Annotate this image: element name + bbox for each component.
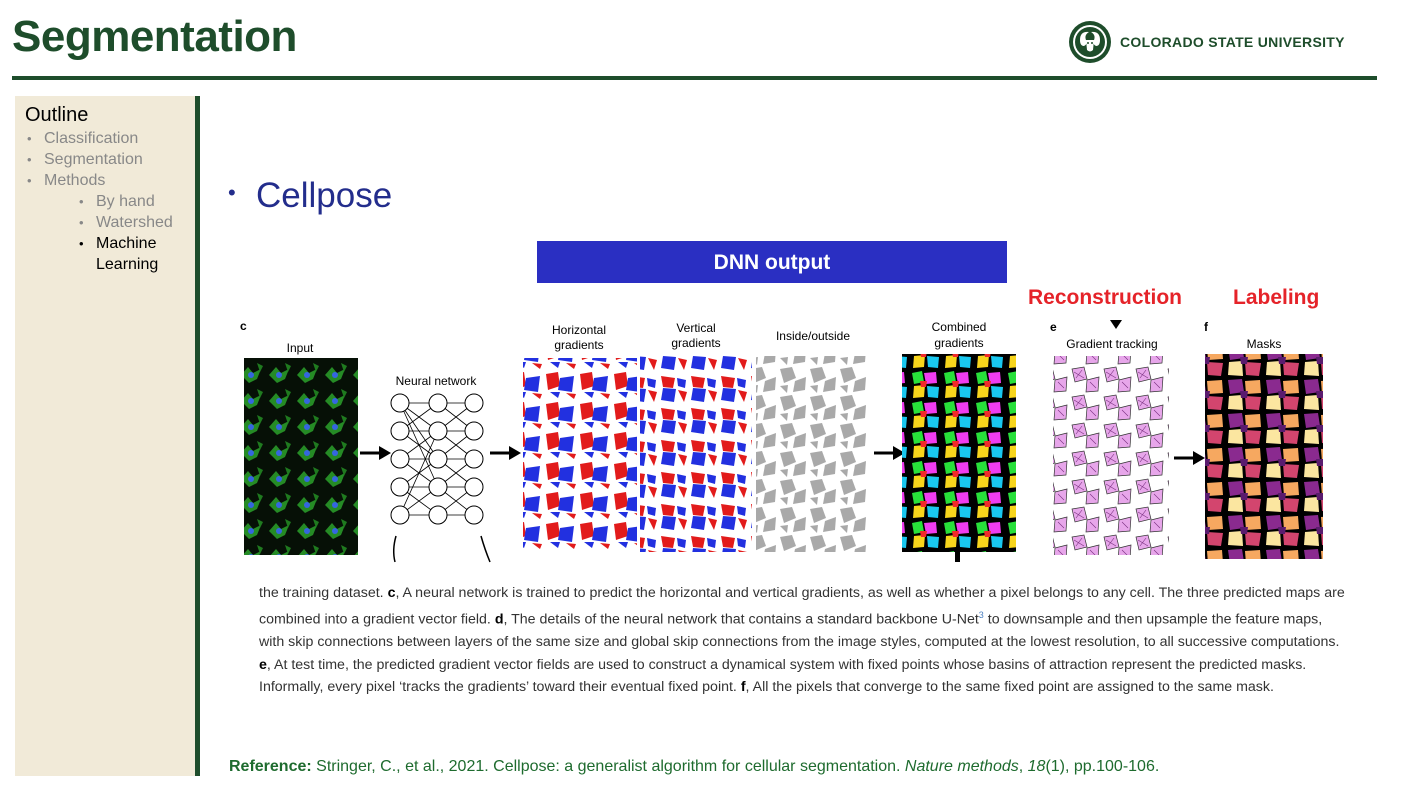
gradient-tracking-label: Gradient tracking <box>1066 337 1157 351</box>
outline-item-segmentation: Segmentation <box>25 149 195 170</box>
inside-outside-image <box>756 356 869 552</box>
vertical-label-1: Vertical <box>676 321 715 335</box>
reconstruction-label: Reconstruction <box>1028 286 1183 309</box>
vertical-label-2: gradients <box>671 336 720 350</box>
horizontal-label-2: gradients <box>554 338 603 352</box>
combined-label-2: gradients <box>934 336 983 350</box>
neural-network-diagram <box>390 393 491 563</box>
down-triangle-icon <box>1110 320 1122 329</box>
outline-item-by-hand: By hand <box>25 191 195 212</box>
combined-label-1: Combined <box>932 320 987 334</box>
inside-outside-label: Inside/outside <box>776 329 850 343</box>
vertical-gradients-image <box>640 356 752 552</box>
panel-f-label: f <box>1204 320 1209 334</box>
panel-e-label: e <box>1050 320 1057 334</box>
bullet-dot: • <box>228 179 236 205</box>
figure-caption: the training dataset. c, A neural networ… <box>259 585 1345 695</box>
reference-journal: Nature methods <box>904 758 1019 775</box>
outline-item-classification: Classification <box>25 128 195 149</box>
outline-title: Outline <box>25 104 89 126</box>
horizontal-gradients-image <box>523 358 637 552</box>
reference-label: Reference: <box>229 758 312 775</box>
outline-item-methods: Methods <box>25 170 195 191</box>
logo-text: COLORADO STATE UNIVERSITY <box>1120 34 1345 50</box>
outline-sidebar: Outline Classification Segmentation Meth… <box>15 96 200 776</box>
outline-list: Classification Segmentation Methods By h… <box>25 128 195 275</box>
neural-network-label: Neural network <box>396 374 478 388</box>
dnn-output-banner: DNN output <box>537 241 1007 283</box>
arrow-4-head <box>1193 451 1205 465</box>
cellpose-figure: c Input Neural network Horizontal gradie… <box>240 319 1323 563</box>
reference-volume: 18 <box>1027 758 1046 775</box>
input-image <box>244 358 358 555</box>
gradient-tracking-image <box>1053 356 1169 555</box>
arrow-1-head <box>379 446 391 460</box>
horizontal-label-1: Horizontal <box>552 323 606 337</box>
outline-item-watershed: Watershed <box>25 212 195 233</box>
masks-image <box>1205 354 1323 559</box>
reference-line: Reference: Stringer, C., et al., 2021. C… <box>229 758 1160 775</box>
outline-item-machine-learning: Machine Learning <box>25 233 195 275</box>
slide-title: Segmentation <box>12 12 297 61</box>
cellpose-label: Cellpose <box>256 176 393 215</box>
ram-icon <box>1069 21 1111 63</box>
labeling-label: Labeling <box>1233 286 1320 309</box>
panel-c-label: c <box>240 319 247 333</box>
input-label: Input <box>287 341 314 355</box>
arrow-2-head <box>509 446 521 460</box>
combined-gradients-image <box>902 354 1016 552</box>
arrow-3-head <box>893 446 905 460</box>
csu-logo: COLORADO STATE UNIVERSITY <box>1068 20 1345 64</box>
masks-label: Masks <box>1247 337 1282 351</box>
title-rule <box>12 76 1377 80</box>
cellpose-bullet: • Cellpose <box>228 176 392 216</box>
